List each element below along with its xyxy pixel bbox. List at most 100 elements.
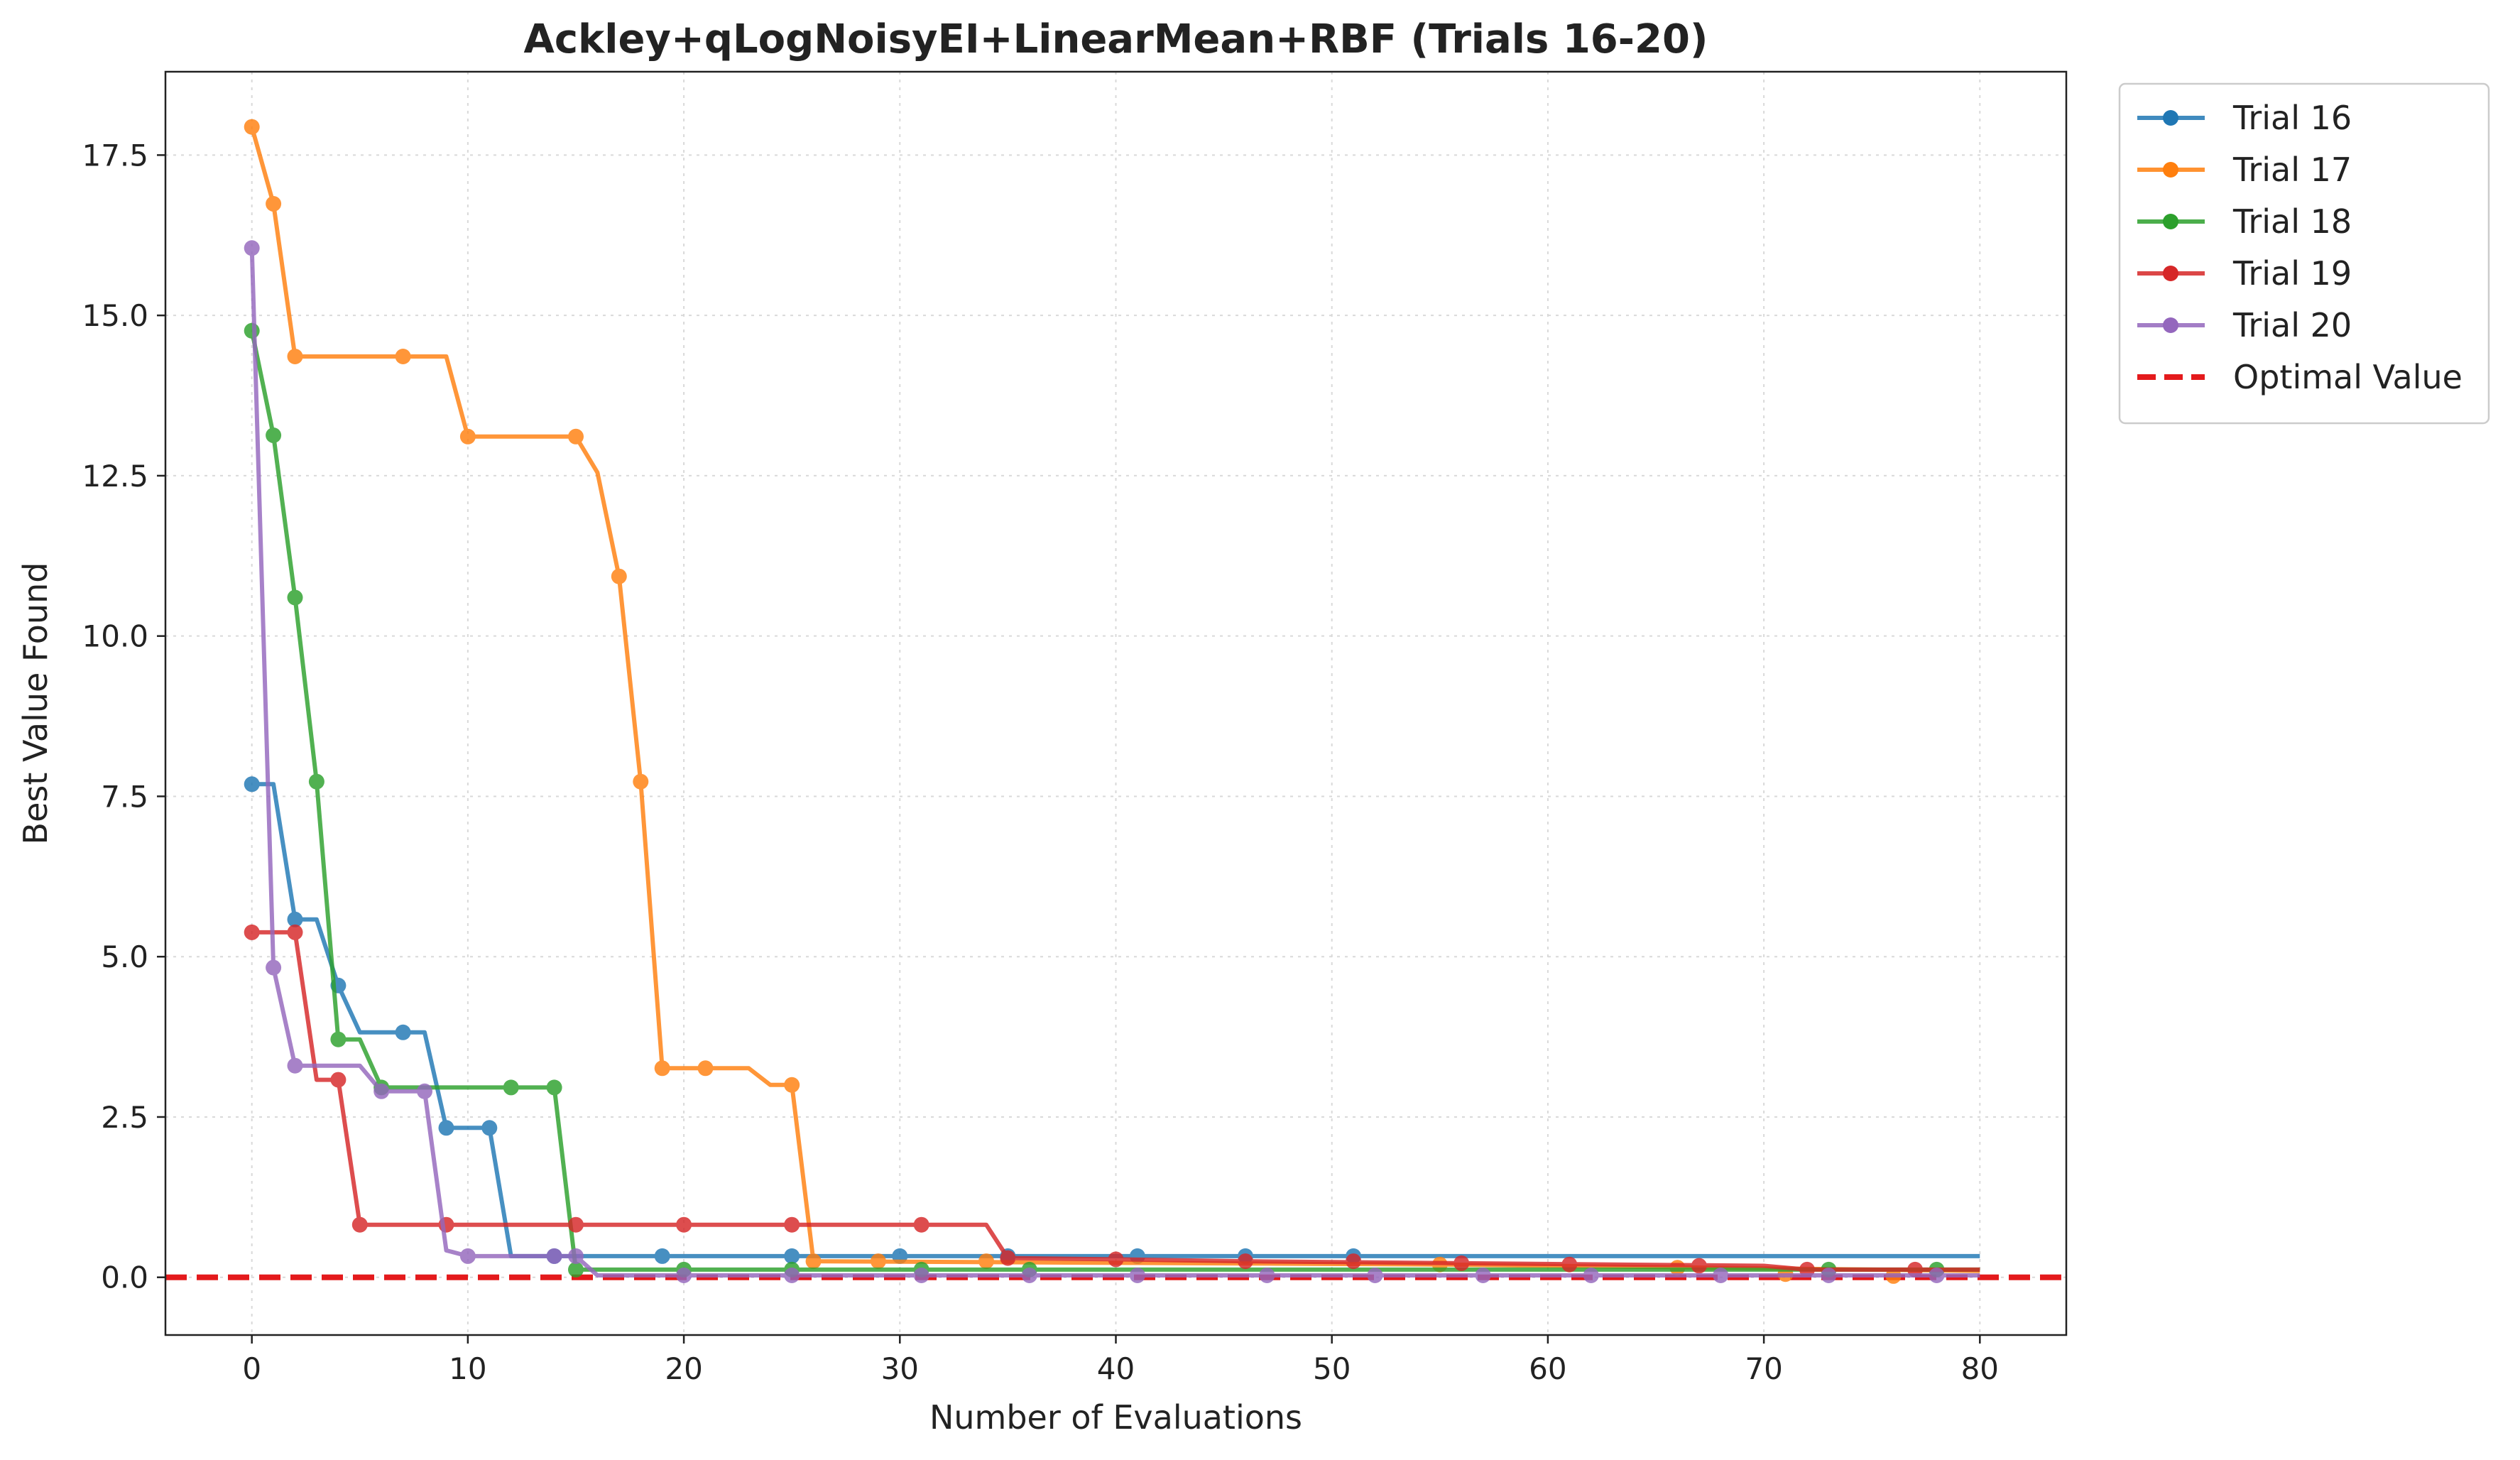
data-point xyxy=(676,1216,692,1233)
legend-item: Trial 19 xyxy=(2137,254,2352,293)
chart-title: Ackley+qLogNoisyEI+LinearMean+RBF (Trial… xyxy=(523,16,1708,62)
data-point xyxy=(1021,1268,1037,1283)
data-point xyxy=(1000,1250,1016,1266)
data-point xyxy=(459,1248,476,1264)
data-point xyxy=(676,1268,692,1283)
x-tick-label-7: 70 xyxy=(1745,1351,1782,1386)
data-point xyxy=(287,1057,303,1074)
data-point xyxy=(244,240,260,256)
legend-item: Trial 17 xyxy=(2137,151,2352,189)
data-point xyxy=(1453,1255,1470,1271)
data-point xyxy=(784,1077,800,1093)
legend-label: Trial 17 xyxy=(2232,151,2352,189)
legend: Trial 16 Trial 17 Trial 18 Trial 19 Trial 20… xyxy=(2118,82,2490,425)
y-tick-label-2: 5.0 xyxy=(101,939,148,974)
data-point xyxy=(568,1261,584,1278)
data-point xyxy=(697,1060,714,1077)
data-point xyxy=(1561,1256,1578,1273)
data-point xyxy=(481,1120,498,1136)
data-point xyxy=(351,1216,368,1233)
series-line-17 xyxy=(249,126,1980,1273)
series-line-18 xyxy=(249,330,1980,1272)
data-point xyxy=(438,1120,454,1136)
legend-label: Trial 19 xyxy=(2232,254,2352,293)
data-point xyxy=(287,911,303,927)
legend-item: Optimal Value xyxy=(2137,358,2462,396)
data-point xyxy=(459,428,476,445)
series-trial-20 xyxy=(244,240,1980,1283)
y-tick-label-5: 12.5 xyxy=(82,459,148,494)
data-point xyxy=(784,1248,800,1264)
legend-marker xyxy=(2163,214,2178,229)
legend-label: Optimal Value xyxy=(2233,358,2462,396)
series-trial-19 xyxy=(244,924,1980,1278)
data-point xyxy=(287,924,303,940)
legend-item: Trial 18 xyxy=(2137,202,2352,241)
data-point xyxy=(395,349,411,364)
x-tick-label-6: 60 xyxy=(1529,1351,1566,1386)
x-tick-label-4: 40 xyxy=(1097,1351,1135,1386)
series-trial-17 xyxy=(244,119,1980,1284)
data-point xyxy=(654,1060,670,1077)
y-tick-label-6: 15.0 xyxy=(82,298,148,333)
x-tick-label-3: 30 xyxy=(881,1351,919,1386)
legend-marker xyxy=(2163,162,2178,178)
legend-marker xyxy=(2163,266,2178,281)
data-point xyxy=(287,589,303,606)
data-point xyxy=(244,924,260,940)
data-point xyxy=(1583,1268,1599,1283)
legend-marker xyxy=(2163,317,2178,333)
series-line-16 xyxy=(251,782,1980,1258)
legend-label: Trial 20 xyxy=(2232,306,2352,344)
data-point xyxy=(913,1216,929,1233)
x-tick-label-2: 20 xyxy=(665,1351,702,1386)
data-point xyxy=(1691,1258,1707,1274)
data-point xyxy=(568,1248,584,1264)
x-tick-label-0: 0 xyxy=(242,1351,261,1386)
legend-marker xyxy=(2163,110,2178,126)
data-point xyxy=(913,1268,929,1283)
data-point xyxy=(611,568,627,584)
data-point xyxy=(1238,1253,1253,1270)
data-point xyxy=(568,428,584,445)
data-point xyxy=(1367,1268,1383,1283)
data-point xyxy=(1475,1268,1491,1283)
data-point xyxy=(287,349,303,364)
data-point xyxy=(1108,1251,1124,1268)
legend-label: Trial 18 xyxy=(2232,202,2352,241)
legend-box xyxy=(2118,82,2490,425)
data-point xyxy=(266,427,282,443)
data-point xyxy=(978,1253,994,1270)
data-point xyxy=(784,1268,800,1283)
y-tick-label-3: 7.5 xyxy=(101,779,148,814)
data-point xyxy=(1346,1253,1362,1270)
data-point xyxy=(395,1024,411,1040)
data-point xyxy=(568,1216,584,1233)
legend-label: Trial 16 xyxy=(2232,99,2352,137)
data-point xyxy=(503,1079,519,1096)
series-layer xyxy=(244,119,1980,1284)
data-point xyxy=(546,1079,562,1096)
x-tick-label-1: 10 xyxy=(449,1351,486,1386)
y-tick-label-0: 0.0 xyxy=(101,1260,148,1295)
x-tick-label-8: 80 xyxy=(1961,1351,1999,1386)
y-axis-label: Best Value Found xyxy=(16,562,55,845)
data-point xyxy=(373,1083,390,1099)
y-tick-label-4: 10.0 xyxy=(82,619,148,654)
data-point xyxy=(244,776,260,792)
data-point xyxy=(1821,1268,1837,1283)
x-axis-label: Number of Evaluations xyxy=(929,1398,1302,1437)
data-point xyxy=(308,773,324,790)
data-point xyxy=(654,1248,670,1264)
data-point xyxy=(1713,1268,1729,1283)
data-point xyxy=(266,959,282,976)
data-point xyxy=(784,1216,800,1233)
y-tick-label-1: 2.5 xyxy=(101,1100,148,1135)
data-point xyxy=(546,1248,562,1264)
x-tick-label-5: 50 xyxy=(1313,1351,1351,1386)
data-point xyxy=(244,322,260,339)
data-point xyxy=(1259,1268,1275,1283)
y-tick-label-7: 17.5 xyxy=(82,138,148,173)
